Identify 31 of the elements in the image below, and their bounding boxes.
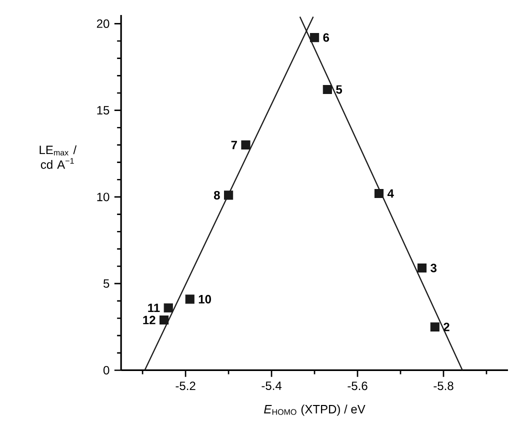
x-axis-title: E$_{HOMO}$ (XTPD) / eV <box>264 404 366 416</box>
point <box>417 263 427 272</box>
point <box>241 140 250 150</box>
y-axis-title: LE$_{max}$ / cd A$^{−1}$ <box>40 145 77 169</box>
annotation: 10 <box>198 294 212 304</box>
y-tick-label: 20 <box>96 19 110 28</box>
y-tick-label: 10 <box>97 192 110 202</box>
point <box>224 190 234 200</box>
point <box>164 303 173 312</box>
y-tick-label: 15 <box>97 106 110 114</box>
y-tick-label: 5 <box>103 279 110 288</box>
point <box>430 322 440 332</box>
annotation: 4 <box>387 189 394 198</box>
point <box>374 188 384 198</box>
annotation: 6 <box>323 33 330 42</box>
annotation: 8 <box>214 190 220 200</box>
annotation: 7 <box>231 140 237 149</box>
point <box>185 294 194 304</box>
annotation: 12 <box>143 316 156 324</box>
x-tick-label: -5.4 <box>262 381 282 390</box>
annotation: 3 <box>430 264 437 272</box>
y-tick-label: 0 <box>103 366 110 374</box>
x-tick-label: -5.6 <box>348 381 368 390</box>
point <box>322 84 332 94</box>
annotation: 2 <box>444 322 450 331</box>
x-tick-label: -5.2 <box>176 381 196 390</box>
annotation: 11 <box>148 304 160 312</box>
point <box>310 32 320 42</box>
x-tick-label: -5.8 <box>434 381 454 390</box>
annotation: 5 <box>336 85 342 94</box>
point <box>160 315 169 324</box>
